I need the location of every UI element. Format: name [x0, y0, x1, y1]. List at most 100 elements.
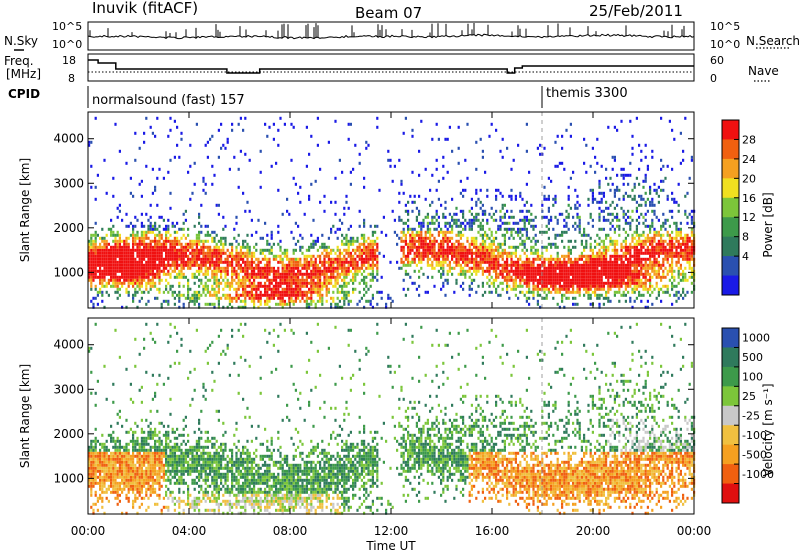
power-cell: [147, 242, 150, 246]
power-cell: [431, 251, 434, 255]
power-cell: [523, 215, 526, 219]
power-cell: [365, 239, 368, 243]
power-cell: [442, 248, 445, 252]
power-cell: [365, 281, 368, 285]
power-cell: [125, 257, 128, 261]
power-cell: [501, 248, 504, 252]
power-cell: [310, 278, 313, 282]
power-cell: [283, 278, 286, 282]
power-cell: [112, 269, 115, 273]
power-cell: [455, 212, 458, 216]
power-cell: [644, 173, 647, 177]
power-cell: [279, 257, 282, 261]
power-cell: [88, 257, 91, 261]
power-cell: [162, 218, 165, 222]
power-cell: [312, 272, 315, 276]
power-cell: [514, 269, 517, 273]
power-cell: [666, 272, 669, 276]
power-cell: [479, 245, 482, 249]
power-cell: [404, 203, 407, 207]
power-cell: [442, 254, 445, 258]
power-cell: [437, 179, 440, 183]
power-cell: [649, 275, 652, 279]
power-cell: [525, 227, 528, 231]
velocity-cell: [94, 445, 97, 449]
power-cell: [211, 236, 214, 240]
power-cell: [336, 287, 339, 291]
power-cell: [528, 170, 531, 174]
power-cell: [431, 242, 434, 246]
power-cell: [519, 230, 522, 234]
power-cell: [690, 251, 693, 255]
power-cell: [312, 239, 315, 243]
power-cell: [690, 233, 693, 237]
power-cell: [330, 263, 333, 267]
power-cell: [264, 287, 267, 291]
power-cell: [358, 152, 361, 156]
power-cell: [616, 251, 619, 255]
power-cell: [587, 257, 590, 261]
power-cell: [149, 272, 152, 276]
power-cell: [629, 260, 632, 264]
power-cell: [270, 293, 273, 297]
power-cell: [189, 242, 192, 246]
power-cell: [536, 239, 539, 243]
power-cell: [277, 275, 280, 279]
power-cell: [642, 239, 645, 243]
power-cell: [90, 251, 93, 255]
power-cell: [510, 194, 513, 198]
power-cell: [629, 281, 632, 285]
power-cell: [308, 296, 311, 300]
power-cell: [627, 275, 630, 279]
power-cell: [145, 212, 148, 216]
power-cell: [547, 281, 550, 285]
power-cell: [653, 188, 656, 192]
power-cell: [176, 263, 179, 267]
power-cell: [521, 284, 524, 288]
power-cell: [563, 305, 566, 309]
power-cell: [556, 260, 559, 264]
power-cell: [492, 248, 495, 252]
power-cell: [336, 257, 339, 261]
power-cell: [101, 263, 104, 267]
power-cell: [123, 260, 126, 264]
power-cell: [393, 230, 396, 234]
power-cell: [103, 266, 106, 270]
power-cell: [347, 281, 350, 285]
power-cell: [283, 293, 286, 297]
power-cell: [112, 263, 115, 267]
power-cell: [686, 236, 689, 240]
power-cell: [534, 224, 537, 228]
power-cell: [404, 239, 407, 243]
power-cell: [468, 242, 471, 246]
power-cell: [565, 221, 568, 225]
power-cell: [644, 251, 647, 255]
power-cell: [202, 254, 205, 258]
power-cell: [297, 281, 300, 285]
power-cell: [532, 269, 535, 273]
power-cell: [90, 185, 93, 189]
power-cell: [492, 218, 495, 222]
power-cell: [253, 284, 256, 288]
power-cell: [547, 221, 550, 225]
power-cell: [325, 272, 328, 276]
power-cell: [206, 239, 209, 243]
power-cell: [121, 257, 124, 261]
power-cell: [151, 266, 154, 270]
power-cell: [237, 263, 240, 267]
power-cell: [525, 296, 528, 300]
power-cell: [367, 272, 370, 276]
power-cell: [442, 242, 445, 246]
power-cell: [407, 212, 410, 216]
power-cell: [572, 287, 575, 291]
power-cell: [266, 266, 269, 270]
freq-left-tick-bottom: 8: [68, 72, 75, 85]
power-cell: [193, 263, 196, 267]
power-cell: [640, 239, 643, 243]
power-cell: [96, 257, 99, 261]
power-cell: [673, 251, 676, 255]
power-cell: [664, 245, 667, 249]
power-cell: [310, 263, 313, 267]
velocity-cell: [94, 460, 97, 464]
